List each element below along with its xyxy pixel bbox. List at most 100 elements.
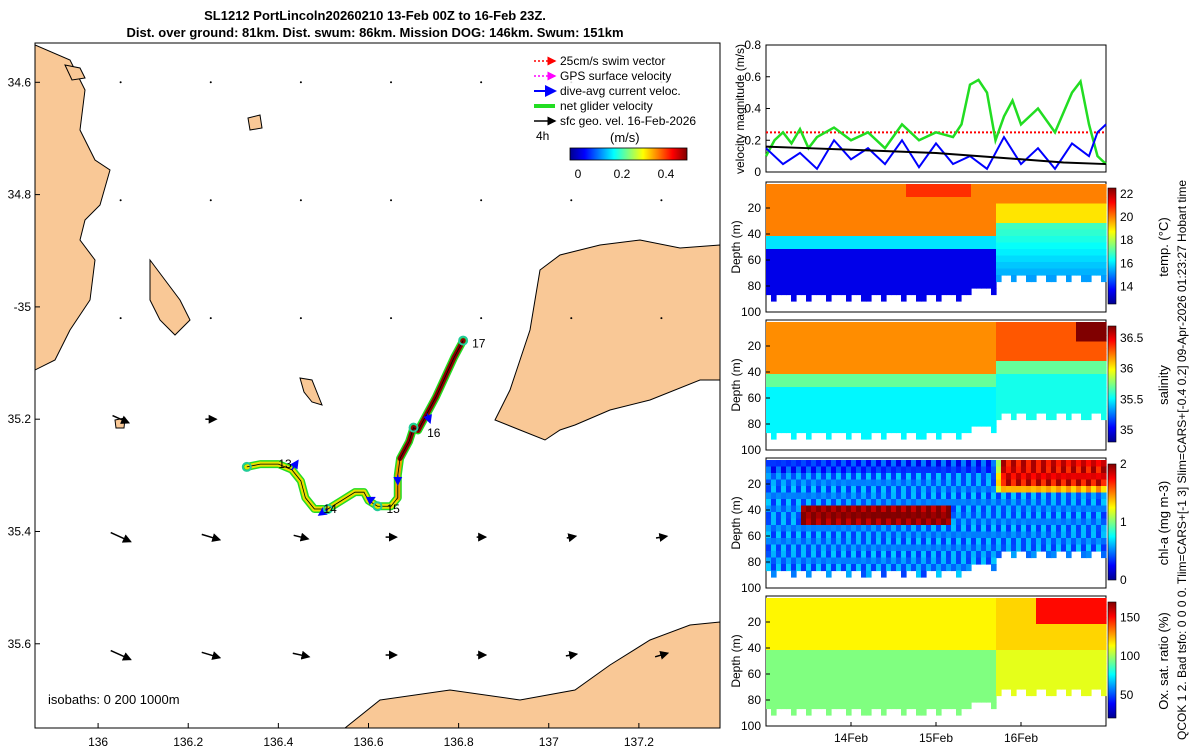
section-cell	[1071, 538, 1077, 546]
section-cell	[1001, 650, 1007, 658]
section-cell	[861, 676, 867, 684]
section-cell	[851, 249, 857, 257]
section-cell	[1026, 229, 1032, 237]
section-cell	[826, 460, 832, 468]
section-cell	[796, 460, 802, 468]
section-cell	[796, 695, 802, 703]
section-cell	[926, 281, 932, 289]
section-cell	[1026, 663, 1032, 671]
section-cell	[796, 406, 802, 414]
section-cell	[896, 242, 902, 250]
section-cell	[936, 249, 942, 257]
section-cell	[1076, 361, 1082, 369]
section-cell	[1026, 499, 1032, 507]
section-cell	[1046, 406, 1052, 414]
section-cell	[1006, 460, 1012, 468]
section-cell	[826, 294, 832, 302]
section-cell	[1061, 663, 1067, 671]
geo-vector-arrow	[201, 533, 222, 542]
section-cell	[901, 387, 907, 395]
section-cell	[861, 630, 867, 638]
section-cell	[801, 486, 807, 494]
section-cell	[876, 473, 882, 481]
map-x-tick-label: 136.2	[173, 735, 203, 749]
section-cell	[856, 676, 862, 684]
section-cell	[781, 564, 787, 572]
section-cell	[886, 216, 892, 224]
section-cell	[906, 460, 912, 468]
section-cell	[971, 268, 977, 276]
section-cell	[786, 676, 792, 684]
section-cell	[866, 557, 872, 565]
section-cell	[831, 387, 837, 395]
section-cell	[826, 197, 832, 205]
section-cell	[1031, 551, 1037, 559]
section-cell	[796, 604, 802, 612]
section-cell	[896, 676, 902, 684]
section-cell	[1001, 210, 1007, 218]
section-cell	[971, 242, 977, 250]
section-cell	[991, 551, 997, 559]
section-cell	[811, 682, 817, 690]
section-cell	[1096, 604, 1102, 612]
section-cell	[856, 419, 862, 427]
section-cell	[1071, 400, 1077, 408]
land-kangaroo-east	[494, 239, 720, 441]
section-cell	[861, 322, 867, 330]
section-cell	[871, 387, 877, 395]
section-cell	[1076, 387, 1082, 395]
section-cell	[801, 197, 807, 205]
section-cell	[801, 242, 807, 250]
section-cell	[996, 663, 1002, 671]
section-cell	[801, 525, 807, 533]
section-cell	[1071, 387, 1077, 395]
section-cell	[881, 419, 887, 427]
section-cell	[826, 190, 832, 198]
section-cell	[951, 288, 957, 296]
section-cell	[871, 518, 877, 526]
section-cell	[941, 682, 947, 690]
section-cell	[846, 518, 852, 526]
section-cell	[921, 432, 927, 440]
section-cell	[831, 255, 837, 263]
section-cell	[951, 335, 957, 343]
section-cell	[911, 663, 917, 671]
section-cell	[1026, 656, 1032, 664]
section-cell	[876, 236, 882, 244]
title-line-2: Dist. over ground: 81km. Dist. swum: 86k…	[126, 25, 624, 40]
section-cell	[921, 275, 927, 283]
section-cell	[901, 656, 907, 664]
section-cell	[1096, 518, 1102, 526]
section-cell	[1001, 400, 1007, 408]
section-cell	[941, 262, 947, 270]
section-cell	[931, 387, 937, 395]
section-cell	[796, 617, 802, 625]
section-cell	[826, 361, 832, 369]
section-cell	[786, 406, 792, 414]
section-cell	[1056, 473, 1062, 481]
section-cell	[1016, 380, 1022, 388]
section-cell	[1101, 637, 1107, 645]
section-cell	[1001, 203, 1007, 211]
section-cell	[766, 335, 772, 343]
section-cell	[831, 604, 837, 612]
section-cell	[1051, 229, 1057, 237]
section-cell	[971, 624, 977, 632]
section-cell	[951, 611, 957, 619]
section-cell	[811, 236, 817, 244]
section-cell	[876, 598, 882, 606]
section-cell	[811, 598, 817, 606]
section-cell	[881, 406, 887, 414]
section-cell	[1046, 676, 1052, 684]
section-cell	[836, 190, 842, 198]
section-cell	[826, 669, 832, 677]
section-cell	[776, 689, 782, 697]
section-cell	[991, 229, 997, 237]
section-cell	[936, 708, 942, 716]
section-cell	[791, 473, 797, 481]
section-cell	[806, 203, 812, 211]
section-cell	[826, 406, 832, 414]
section-cell	[846, 361, 852, 369]
section-cell	[801, 551, 807, 559]
